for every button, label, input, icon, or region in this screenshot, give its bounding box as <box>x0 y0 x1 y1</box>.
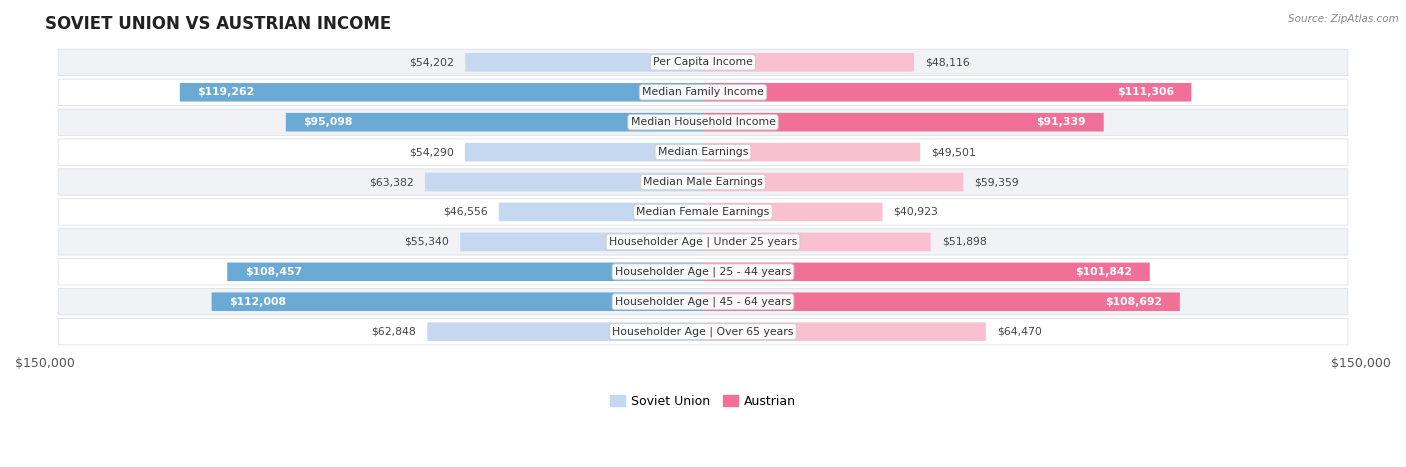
Text: SOVIET UNION VS AUSTRIAN INCOME: SOVIET UNION VS AUSTRIAN INCOME <box>45 15 391 33</box>
FancyBboxPatch shape <box>703 203 883 221</box>
FancyBboxPatch shape <box>703 113 1104 132</box>
Text: $91,339: $91,339 <box>1036 117 1087 127</box>
Text: $63,382: $63,382 <box>370 177 413 187</box>
FancyBboxPatch shape <box>427 322 703 341</box>
FancyBboxPatch shape <box>703 262 1150 281</box>
FancyBboxPatch shape <box>228 262 703 281</box>
FancyBboxPatch shape <box>499 203 703 221</box>
Text: $49,501: $49,501 <box>931 147 976 157</box>
Text: Median Female Earnings: Median Female Earnings <box>637 207 769 217</box>
Text: $40,923: $40,923 <box>893 207 938 217</box>
FancyBboxPatch shape <box>703 83 1191 101</box>
FancyBboxPatch shape <box>703 173 963 191</box>
Text: $54,290: $54,290 <box>409 147 454 157</box>
Text: Householder Age | Under 25 years: Householder Age | Under 25 years <box>609 237 797 247</box>
FancyBboxPatch shape <box>460 233 703 251</box>
FancyBboxPatch shape <box>58 229 1348 255</box>
FancyBboxPatch shape <box>58 259 1348 285</box>
FancyBboxPatch shape <box>703 233 931 251</box>
Text: Median Male Earnings: Median Male Earnings <box>643 177 763 187</box>
Text: Median Earnings: Median Earnings <box>658 147 748 157</box>
Text: $59,359: $59,359 <box>974 177 1019 187</box>
Text: $119,262: $119,262 <box>197 87 254 97</box>
Text: $46,556: $46,556 <box>443 207 488 217</box>
Text: $112,008: $112,008 <box>229 297 287 307</box>
FancyBboxPatch shape <box>58 199 1348 225</box>
Text: $48,116: $48,116 <box>925 57 970 67</box>
FancyBboxPatch shape <box>703 143 920 162</box>
FancyBboxPatch shape <box>285 113 703 132</box>
Text: $108,457: $108,457 <box>245 267 302 277</box>
FancyBboxPatch shape <box>58 79 1348 106</box>
FancyBboxPatch shape <box>703 322 986 341</box>
Text: Householder Age | 25 - 44 years: Householder Age | 25 - 44 years <box>614 267 792 277</box>
Legend: Soviet Union, Austrian: Soviet Union, Austrian <box>605 389 801 413</box>
Text: $95,098: $95,098 <box>304 117 353 127</box>
FancyBboxPatch shape <box>58 139 1348 165</box>
Text: Per Capita Income: Per Capita Income <box>652 57 754 67</box>
FancyBboxPatch shape <box>180 83 703 101</box>
FancyBboxPatch shape <box>58 109 1348 135</box>
FancyBboxPatch shape <box>58 289 1348 315</box>
Text: $111,306: $111,306 <box>1116 87 1174 97</box>
Text: Householder Age | Over 65 years: Householder Age | Over 65 years <box>612 326 794 337</box>
FancyBboxPatch shape <box>465 53 703 71</box>
FancyBboxPatch shape <box>58 318 1348 345</box>
Text: Householder Age | 45 - 64 years: Householder Age | 45 - 64 years <box>614 297 792 307</box>
Text: Source: ZipAtlas.com: Source: ZipAtlas.com <box>1288 14 1399 24</box>
Text: $64,470: $64,470 <box>997 327 1042 337</box>
Text: $55,340: $55,340 <box>405 237 450 247</box>
Text: $108,692: $108,692 <box>1105 297 1163 307</box>
Text: $51,898: $51,898 <box>942 237 987 247</box>
Text: Median Household Income: Median Household Income <box>630 117 776 127</box>
Text: $62,848: $62,848 <box>371 327 416 337</box>
FancyBboxPatch shape <box>58 49 1348 76</box>
Text: $54,202: $54,202 <box>409 57 454 67</box>
FancyBboxPatch shape <box>465 143 703 162</box>
Text: $101,842: $101,842 <box>1076 267 1132 277</box>
FancyBboxPatch shape <box>212 292 703 311</box>
FancyBboxPatch shape <box>703 292 1180 311</box>
FancyBboxPatch shape <box>703 53 914 71</box>
Text: Median Family Income: Median Family Income <box>643 87 763 97</box>
FancyBboxPatch shape <box>425 173 703 191</box>
FancyBboxPatch shape <box>58 169 1348 195</box>
